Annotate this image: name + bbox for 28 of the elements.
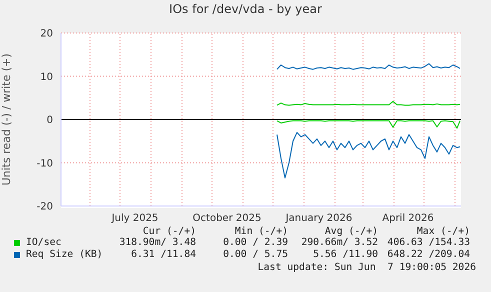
x-tick-label: July 2025 <box>110 213 158 224</box>
text: 290.66m/ 3.52 <box>301 237 378 248</box>
text: 5.56 /11.90 <box>313 249 378 260</box>
y-tick-label: 10 <box>40 72 53 83</box>
line-series <box>276 132 460 178</box>
text: 0.00 / 2.39 <box>223 237 288 248</box>
chart-title: IOs for /dev/vda - by year <box>168 2 323 16</box>
text: 0.00 / 5.75 <box>223 249 288 260</box>
legend-label: IO/sec <box>26 237 62 248</box>
legend-label: Req Size (KB) <box>26 249 103 260</box>
text: Max (-/+) <box>416 226 470 237</box>
y-tick-label: -20 <box>36 202 53 213</box>
text: 648.22 /209.04 <box>387 249 470 260</box>
text: Cur (-/+) <box>142 226 196 237</box>
text: 318.90m/ 3.48 <box>119 237 196 248</box>
text: Min (-/+) <box>234 226 288 237</box>
y-axis-title: Units read (-) / write (+) <box>0 53 13 186</box>
text: Last update: Sun Jun 7 19:00:05 2026 <box>258 262 476 273</box>
text: Avg (-/+) <box>324 226 378 237</box>
y-tick-label: 0 <box>46 115 53 126</box>
x-tick-label: October 2025 <box>192 213 262 224</box>
y-tick-label: -10 <box>36 158 53 170</box>
x-tick-label: April 2026 <box>382 213 434 224</box>
text: 406.63 /154.33 <box>387 237 470 248</box>
line-series <box>276 120 460 129</box>
x-tick-label: January 2026 <box>284 213 352 224</box>
y-tick-label: 20 <box>40 28 53 40</box>
text: 6.31 /11.84 <box>131 249 196 260</box>
